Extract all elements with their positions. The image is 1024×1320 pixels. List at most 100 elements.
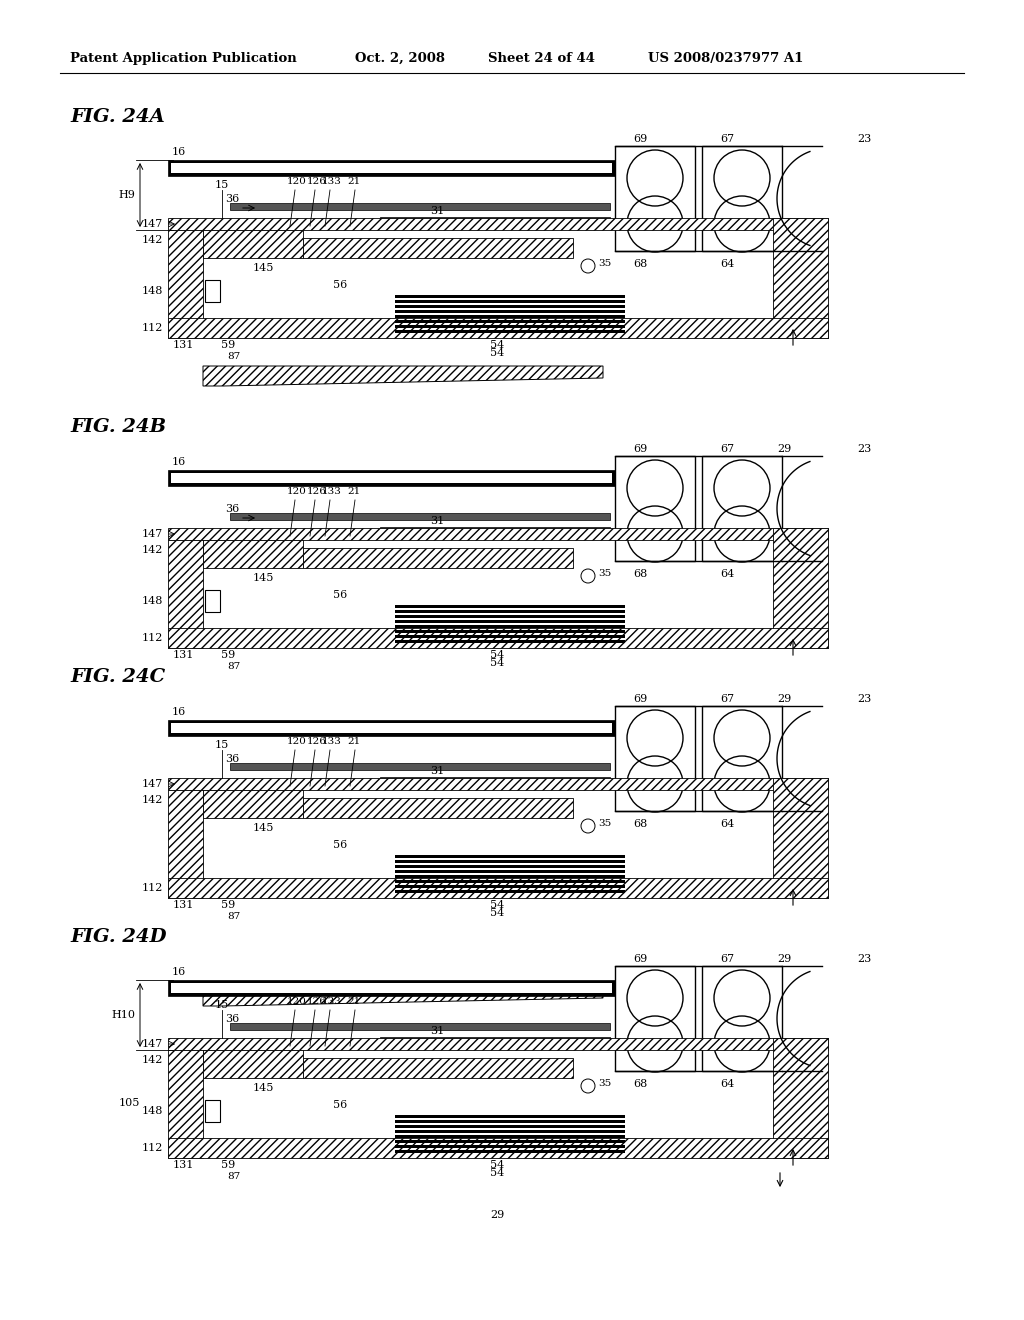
Text: Oct. 2, 2008: Oct. 2, 2008 bbox=[355, 51, 445, 65]
Bar bbox=[168, 160, 615, 176]
Text: 68: 68 bbox=[633, 1078, 647, 1089]
Bar bbox=[203, 230, 303, 257]
Bar bbox=[395, 640, 625, 643]
Bar bbox=[395, 630, 625, 634]
Text: 145: 145 bbox=[253, 1082, 274, 1093]
Bar bbox=[168, 777, 828, 789]
Bar bbox=[303, 799, 573, 818]
Bar bbox=[168, 470, 615, 486]
Bar bbox=[395, 1130, 625, 1133]
Text: US 2008/0237977 A1: US 2008/0237977 A1 bbox=[648, 51, 804, 65]
Text: 31: 31 bbox=[430, 767, 444, 776]
Text: 142: 142 bbox=[141, 795, 163, 805]
Bar bbox=[773, 1038, 828, 1158]
Text: 54: 54 bbox=[490, 1160, 504, 1170]
Bar bbox=[395, 315, 625, 318]
Bar bbox=[380, 777, 610, 781]
Bar bbox=[395, 300, 625, 304]
Text: 35: 35 bbox=[598, 820, 611, 829]
Bar bbox=[303, 238, 573, 257]
Text: 131: 131 bbox=[173, 1160, 195, 1170]
Text: 67: 67 bbox=[720, 135, 734, 144]
Bar bbox=[205, 1100, 220, 1122]
Bar bbox=[395, 615, 625, 618]
Bar bbox=[395, 294, 625, 298]
Text: 120: 120 bbox=[287, 737, 307, 746]
Text: FIG. 24A: FIG. 24A bbox=[70, 108, 165, 125]
Bar bbox=[395, 620, 625, 623]
Bar bbox=[203, 789, 303, 818]
Text: 54: 54 bbox=[490, 657, 504, 668]
Bar bbox=[168, 628, 828, 648]
Bar bbox=[168, 1138, 828, 1158]
Text: 36: 36 bbox=[225, 504, 240, 513]
Text: 133: 133 bbox=[322, 997, 342, 1006]
Bar bbox=[168, 789, 203, 898]
Text: 126: 126 bbox=[307, 737, 327, 746]
Bar bbox=[615, 706, 695, 810]
Bar bbox=[395, 610, 625, 612]
Text: 35: 35 bbox=[598, 260, 611, 268]
Bar bbox=[168, 528, 828, 540]
Bar bbox=[205, 590, 220, 612]
Bar bbox=[773, 777, 828, 898]
Text: FIG. 24C: FIG. 24C bbox=[70, 668, 165, 686]
Text: 69: 69 bbox=[633, 135, 647, 144]
Text: 54: 54 bbox=[490, 348, 504, 358]
Bar bbox=[395, 855, 625, 858]
Text: 31: 31 bbox=[430, 1027, 444, 1036]
Text: 56: 56 bbox=[333, 840, 347, 850]
Bar bbox=[395, 605, 625, 609]
Text: 31: 31 bbox=[430, 516, 444, 527]
Bar bbox=[395, 890, 625, 894]
Text: 131: 131 bbox=[173, 649, 195, 660]
Bar bbox=[395, 624, 625, 628]
Bar bbox=[203, 540, 303, 568]
Bar bbox=[168, 878, 828, 898]
Bar bbox=[615, 147, 695, 251]
Bar bbox=[171, 162, 612, 173]
Bar bbox=[168, 318, 828, 338]
Bar bbox=[303, 1059, 573, 1078]
Bar bbox=[395, 870, 625, 873]
Text: 87: 87 bbox=[227, 912, 241, 921]
Polygon shape bbox=[203, 986, 603, 1006]
Bar bbox=[395, 319, 625, 323]
Text: 56: 56 bbox=[333, 1100, 347, 1110]
Bar bbox=[395, 861, 625, 863]
Bar bbox=[168, 540, 203, 648]
Bar bbox=[380, 216, 610, 220]
Text: H10: H10 bbox=[111, 1010, 135, 1020]
Text: 54: 54 bbox=[490, 341, 504, 350]
Text: 120: 120 bbox=[287, 997, 307, 1006]
Text: 29: 29 bbox=[777, 954, 792, 964]
Text: 64: 64 bbox=[720, 818, 734, 829]
Bar bbox=[615, 455, 695, 561]
Text: 148: 148 bbox=[141, 597, 163, 606]
Bar bbox=[168, 979, 615, 997]
Bar bbox=[395, 1135, 625, 1138]
Text: 54: 54 bbox=[490, 900, 504, 909]
Text: 147: 147 bbox=[141, 529, 163, 539]
Bar bbox=[395, 310, 625, 313]
Text: 87: 87 bbox=[227, 1172, 241, 1181]
Text: 56: 56 bbox=[333, 280, 347, 290]
Bar bbox=[395, 1144, 625, 1148]
Bar bbox=[395, 880, 625, 883]
Text: 131: 131 bbox=[173, 900, 195, 909]
Text: 29: 29 bbox=[490, 1210, 504, 1220]
Text: 59: 59 bbox=[221, 900, 236, 909]
Text: 15: 15 bbox=[215, 180, 229, 190]
Text: 16: 16 bbox=[172, 457, 186, 467]
Text: 59: 59 bbox=[221, 341, 236, 350]
Bar bbox=[171, 473, 612, 483]
Text: 68: 68 bbox=[633, 569, 647, 579]
Bar bbox=[395, 865, 625, 869]
Bar bbox=[395, 1125, 625, 1129]
Bar bbox=[395, 1115, 625, 1118]
Text: 59: 59 bbox=[221, 649, 236, 660]
Bar bbox=[230, 1023, 610, 1030]
Text: 69: 69 bbox=[633, 954, 647, 964]
Text: 142: 142 bbox=[141, 545, 163, 554]
Bar bbox=[171, 983, 612, 993]
